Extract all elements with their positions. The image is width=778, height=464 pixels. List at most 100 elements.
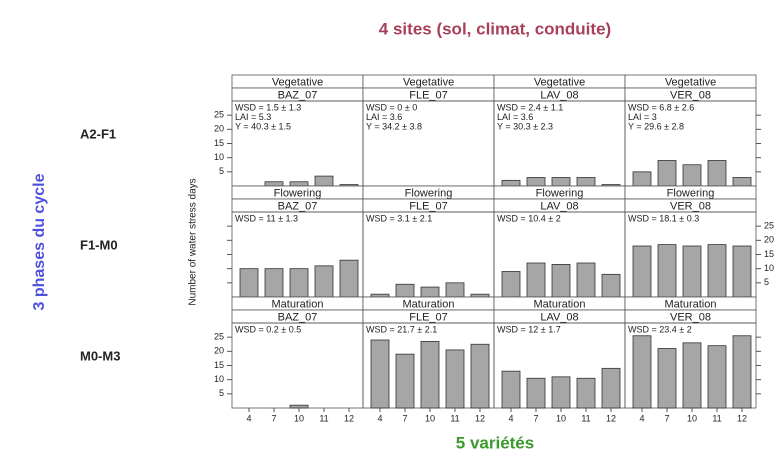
x-tick-label: 10 [556, 413, 566, 423]
x-tick-label: 7 [533, 413, 538, 423]
strip-site: FLE_07 [409, 200, 448, 212]
bar [239, 268, 259, 298]
strip-site: VER_08 [670, 200, 711, 212]
strip-phase: Vegetative [534, 76, 585, 88]
strip-site: FLE_07 [409, 311, 448, 323]
strip-site: LAV_08 [540, 200, 578, 212]
panel-note: WSD = 1.5 ± 1.3 [235, 102, 301, 112]
x-tick-label: 4 [639, 413, 644, 423]
bar [289, 404, 309, 409]
panel-note: WSD = 21.7 ± 2.1 [366, 324, 437, 334]
row-label: A2-F1 [80, 126, 116, 141]
bar [470, 343, 490, 409]
panel-note: Y = 30.3 ± 2.3 [497, 121, 553, 131]
bar [601, 367, 621, 409]
strip-phase: Flowering [536, 187, 584, 199]
panel [231, 322, 364, 409]
y-tick-label: 25 [214, 332, 224, 342]
bar [657, 348, 677, 409]
y-tick-label: 5 [219, 388, 224, 398]
strip-phase: Maturation [534, 298, 586, 310]
bar [707, 244, 727, 298]
row-label: F1-M0 [80, 237, 118, 252]
bar [707, 345, 727, 409]
bar [370, 339, 390, 409]
bar [395, 283, 415, 298]
y-tick-label: 25 [214, 110, 224, 120]
y-tick-label: 10 [214, 152, 224, 162]
bar [420, 286, 440, 298]
strip-phase: Flowering [405, 187, 453, 199]
x-tick-label: 10 [294, 413, 304, 423]
strip-site: BAZ_07 [278, 311, 318, 323]
x-tick-label: 10 [687, 413, 697, 423]
x-axis-title: 5 variétés [456, 433, 534, 452]
panel-note: LAI = 3.6 [366, 112, 402, 122]
y-tick-label: 15 [214, 138, 224, 148]
bar [395, 353, 415, 409]
bar [289, 268, 309, 298]
bar [732, 335, 752, 409]
strip-phase: Vegetative [403, 76, 454, 88]
bar [632, 171, 652, 187]
bar [632, 335, 652, 409]
strip-phase: Vegetative [665, 76, 716, 88]
bar [264, 181, 284, 187]
x-tick-label: 4 [246, 413, 251, 423]
bar [551, 177, 571, 187]
bar [526, 177, 546, 187]
x-tick-label: 7 [271, 413, 276, 423]
panel-note: Y = 34.2 ± 3.8 [366, 121, 422, 131]
bar [682, 164, 702, 187]
x-tick-label: 12 [344, 413, 354, 423]
x-tick-label: 10 [425, 413, 435, 423]
strip-site: VER_08 [670, 89, 711, 101]
bar [339, 259, 359, 298]
strip-phase: Flowering [274, 187, 322, 199]
panel-note: WSD = 12 ± 1.7 [497, 324, 561, 334]
bar [526, 262, 546, 298]
y-tick-label: 5 [764, 277, 769, 287]
strip-site: VER_08 [670, 311, 711, 323]
x-tick-label: 11 [581, 413, 590, 423]
panel-note: WSD = 10.4 ± 2 [497, 213, 561, 223]
bar [526, 377, 546, 409]
strip-site: LAV_08 [540, 89, 578, 101]
bar [657, 244, 677, 298]
bar [601, 273, 621, 298]
bar [551, 376, 571, 409]
y-tick-label: 10 [764, 263, 774, 273]
y-tick-label: 25 [764, 221, 774, 231]
x-tick-label: 11 [712, 413, 721, 423]
bar [682, 342, 702, 409]
y-tick-label: 20 [764, 235, 774, 245]
x-tick-label: 12 [737, 413, 747, 423]
strip-phase: Maturation [403, 298, 455, 310]
panel-note: WSD = 0.2 ± 0.5 [235, 324, 301, 334]
bar [501, 179, 521, 187]
panel-note: Y = 40.3 ± 1.5 [235, 121, 291, 131]
bar [470, 293, 490, 298]
bar [576, 262, 596, 298]
y-tick-label: 20 [214, 346, 224, 356]
strip-phase: Maturation [665, 298, 717, 310]
bar [551, 264, 571, 298]
bar [420, 341, 440, 409]
panel-note: WSD = 18.1 ± 0.3 [628, 213, 699, 223]
y-tick-label: 15 [214, 360, 224, 370]
strip-site: FLE_07 [409, 89, 448, 101]
bar [682, 245, 702, 298]
panel [362, 211, 495, 298]
panel-note: LAI = 3 [628, 112, 657, 122]
panel-note: WSD = 3.1 ± 2.1 [366, 213, 432, 223]
row-group-label: 3 phases du cycle [31, 173, 48, 310]
row-label: M0-M3 [80, 348, 120, 363]
x-tick-label: 7 [402, 413, 407, 423]
bar [576, 177, 596, 187]
bar [314, 175, 334, 187]
panel-note: WSD = 6.8 ± 2.6 [628, 102, 694, 112]
x-tick-label: 12 [606, 413, 616, 423]
panel-note: WSD = 23.4 ± 2 [628, 324, 692, 334]
strip-phase: Flowering [667, 187, 715, 199]
panel-note: WSD = 2.4 ± 1.1 [497, 102, 563, 112]
